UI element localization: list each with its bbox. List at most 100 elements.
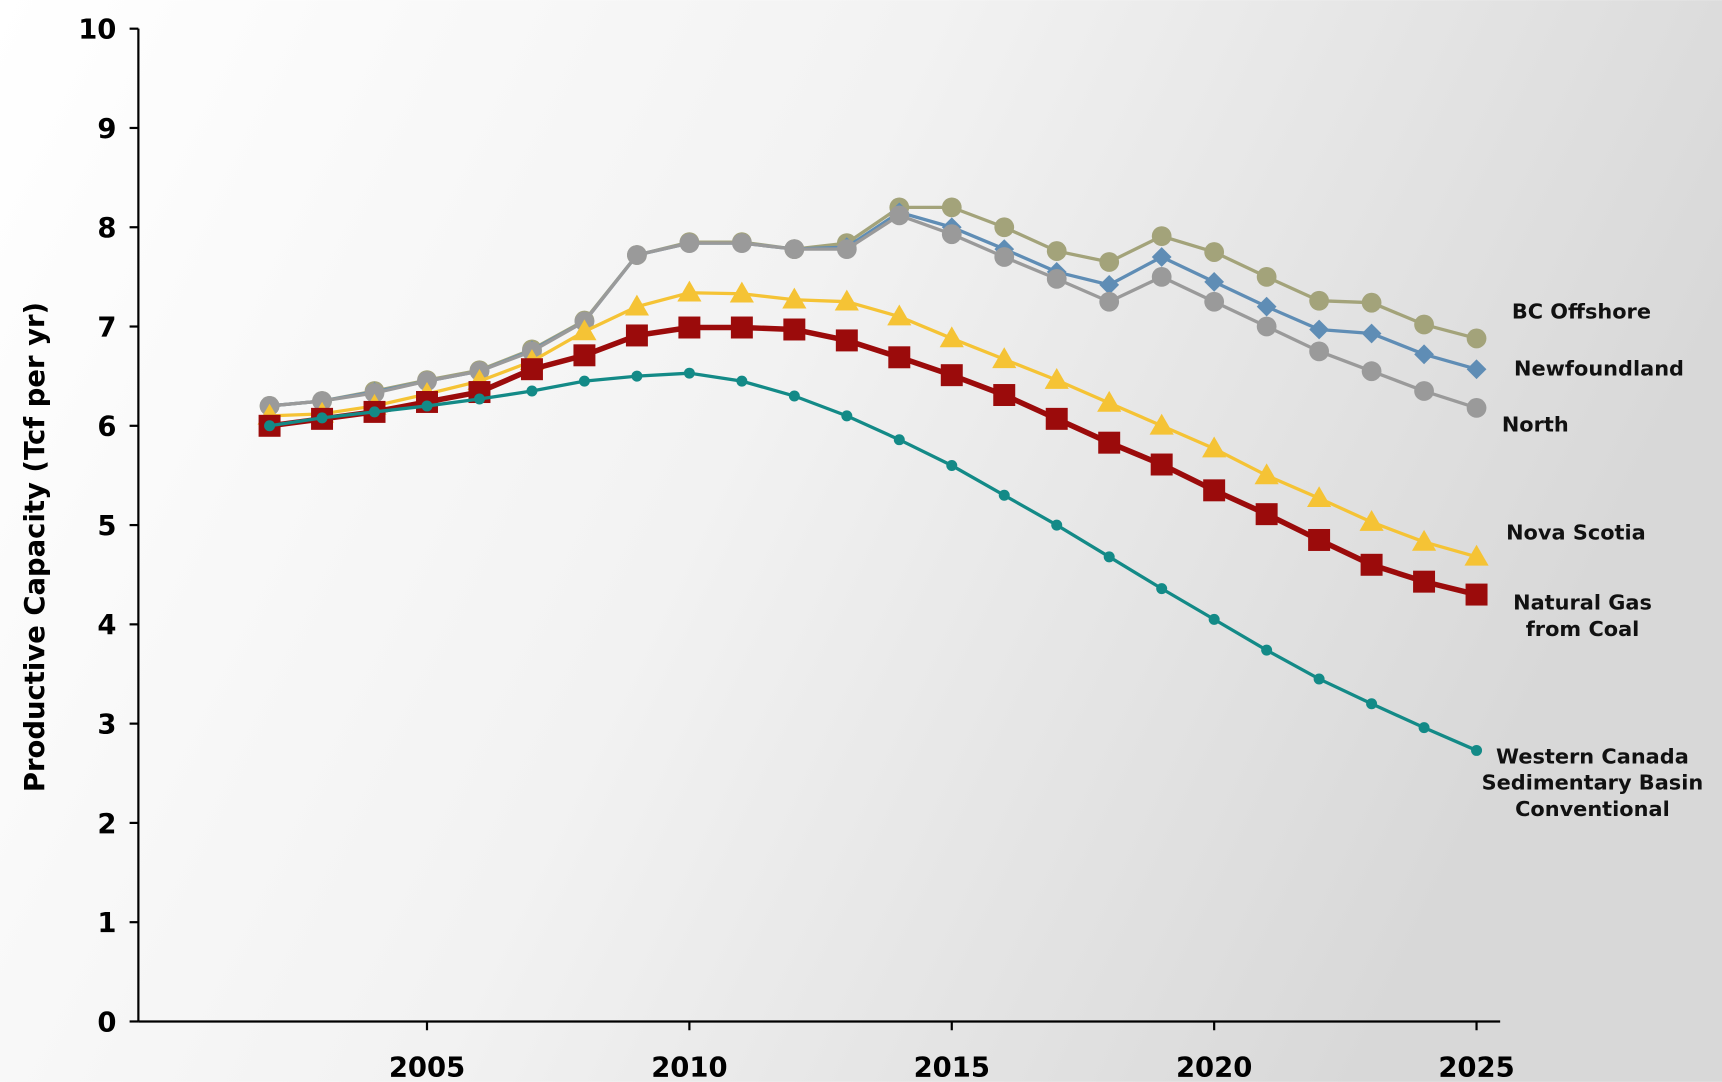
y-tick-label: 2 [97,809,116,840]
series-label-box: Nova Scotia [1506,520,1646,545]
marker [1360,553,1383,576]
marker [1099,291,1120,312]
marker [784,239,805,259]
marker [1466,328,1487,349]
marker [1254,463,1279,485]
y-tick-label: 5 [97,511,116,542]
marker [946,460,958,471]
series-label: Natural Gas from Coal [1513,591,1652,642]
x-tick-label: 2015 [914,1052,990,1082]
marker [679,233,700,254]
marker [1208,613,1220,625]
x-tick-label: 2025 [1438,1052,1514,1082]
marker [678,316,701,339]
marker [993,384,1016,407]
marker [940,364,963,387]
marker [1361,292,1382,313]
marker [998,489,1010,501]
marker [1414,314,1434,335]
marker [677,280,702,302]
marker [730,316,753,339]
marker [421,400,433,412]
marker [1202,436,1227,458]
marker [893,434,905,446]
marker [1464,544,1489,566]
marker [1255,503,1278,526]
y-tick-label: 9 [97,114,116,145]
marker [729,281,754,303]
marker [783,318,806,341]
y-tick-label: 4 [97,610,116,641]
marker [1261,644,1273,656]
y-tick-label: 0 [97,1007,116,1038]
marker [1151,226,1172,247]
marker [887,304,912,326]
marker [631,370,643,382]
marker [939,326,964,348]
x-tick-label: 2010 [651,1052,727,1082]
series-line [269,371,1478,752]
marker [1151,266,1172,287]
marker [1099,274,1120,295]
marker [1051,519,1063,531]
marker [578,375,590,387]
marker [888,346,911,369]
marker [788,390,800,402]
marker [1204,271,1225,292]
marker [836,239,857,259]
marker [1204,242,1225,262]
marker [264,420,276,432]
marker [1411,529,1437,551]
marker [572,319,597,341]
y-axis-label: Productive Capacity (Tcf per yr) [20,302,51,792]
series-label-box: North [1502,413,1569,437]
marker [994,217,1015,238]
marker [1099,252,1120,272]
series-label: BC Offshore [1511,299,1652,325]
marker [1098,431,1121,454]
marker [1204,291,1225,312]
series-label: Newfoundland [1514,357,1684,382]
marker [992,347,1017,369]
marker [1471,744,1483,756]
series-label-box: Natural Gas from Coal [1513,591,1652,642]
marker [473,393,485,405]
series-label: Western Canada Sedimentary Basin Convent… [1481,744,1704,822]
marker [1046,241,1067,261]
marker [941,197,962,218]
marker [1256,316,1277,337]
y-tick-label: 3 [97,710,116,741]
marker [369,406,381,418]
marker [834,289,859,311]
marker [526,385,538,397]
marker [316,412,328,424]
marker [312,391,332,411]
x-tick-label: 2005 [389,1052,465,1082]
marker [994,247,1015,267]
x-tick-label: 2020 [1176,1052,1252,1082]
marker [1103,551,1115,563]
marker [941,224,962,245]
y-tick-label: 8 [97,213,116,244]
marker [1413,570,1436,593]
marker [1308,528,1331,551]
marker [1466,398,1487,418]
marker [1256,266,1277,287]
marker [573,344,596,367]
marker [1046,268,1067,289]
y-tick-label: 10 [78,15,116,46]
marker [1309,319,1329,340]
marker [1307,486,1332,508]
y-tick-label: 6 [97,412,116,443]
series-label-box: BC Offshore [1511,299,1652,325]
series-label-box: Western Canada Sedimentary Basin Convent… [1481,744,1704,822]
marker [736,375,748,387]
marker [1149,413,1174,435]
series-label: Nova Scotia [1506,520,1646,545]
marker [835,329,858,352]
series-label-box: Newfoundland [1514,357,1684,382]
marker [1097,390,1122,412]
marker [889,205,910,226]
